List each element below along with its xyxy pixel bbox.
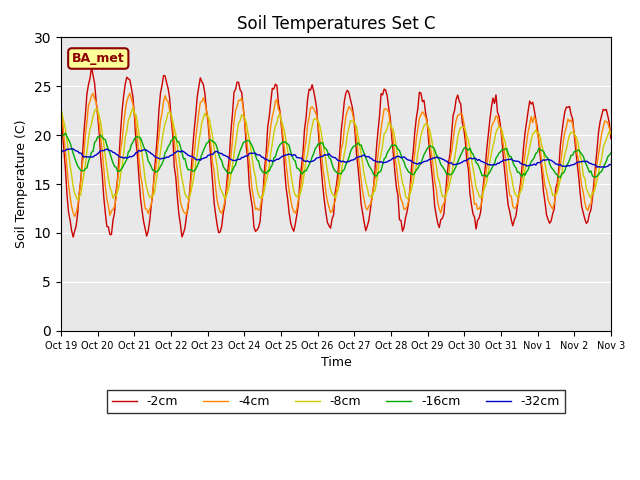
- -8cm: [243, 120, 250, 125]
- -2cm: [69, 234, 77, 240]
- -4cm: [579, 190, 587, 195]
- -8cm: [579, 173, 587, 179]
- -16cm: [299, 170, 307, 176]
- -16cm: [223, 168, 230, 174]
- -8cm: [74, 197, 81, 203]
- -4cm: [127, 96, 135, 102]
- -16cm: [557, 175, 564, 180]
- Legend: -2cm, -4cm, -8cm, -16cm, -32cm: -2cm, -4cm, -8cm, -16cm, -32cm: [107, 390, 565, 413]
- -4cm: [243, 132, 250, 138]
- -2cm: [127, 85, 135, 91]
- -4cm: [57, 105, 65, 110]
- -32cm: [126, 154, 134, 159]
- -32cm: [68, 146, 76, 152]
- -16cm: [61, 131, 69, 136]
- -16cm: [57, 134, 65, 140]
- Line: -2cm: -2cm: [61, 68, 611, 237]
- Text: BA_met: BA_met: [72, 52, 125, 65]
- -8cm: [126, 114, 134, 120]
- -8cm: [57, 105, 65, 111]
- -4cm: [71, 214, 79, 219]
- Line: -32cm: -32cm: [61, 149, 611, 167]
- -4cm: [252, 206, 259, 212]
- Title: Soil Temperatures Set C: Soil Temperatures Set C: [237, 15, 435, 33]
- -32cm: [57, 150, 65, 156]
- Y-axis label: Soil Temperature (C): Soil Temperature (C): [15, 120, 28, 248]
- -32cm: [250, 150, 258, 156]
- -32cm: [578, 159, 586, 165]
- -4cm: [126, 90, 134, 96]
- -4cm: [224, 179, 232, 184]
- -2cm: [224, 168, 232, 173]
- -32cm: [241, 154, 248, 159]
- -16cm: [250, 148, 258, 154]
- Line: -4cm: -4cm: [61, 93, 611, 216]
- -32cm: [607, 162, 614, 168]
- -16cm: [579, 154, 587, 159]
- -32cm: [601, 164, 609, 170]
- -8cm: [252, 174, 259, 180]
- -4cm: [607, 132, 614, 137]
- -8cm: [301, 169, 308, 175]
- -4cm: [301, 147, 308, 153]
- -8cm: [129, 105, 137, 111]
- Line: -16cm: -16cm: [61, 133, 611, 178]
- -8cm: [224, 188, 232, 193]
- -2cm: [243, 144, 250, 149]
- -32cm: [223, 153, 230, 159]
- -8cm: [607, 130, 614, 136]
- -2cm: [88, 65, 95, 71]
- -32cm: [299, 157, 307, 163]
- -2cm: [57, 107, 65, 113]
- X-axis label: Time: Time: [321, 356, 351, 369]
- -2cm: [579, 210, 587, 216]
- -2cm: [301, 127, 308, 132]
- -16cm: [607, 150, 614, 156]
- -16cm: [126, 147, 134, 153]
- Line: -8cm: -8cm: [61, 108, 611, 200]
- -2cm: [252, 228, 259, 234]
- -2cm: [607, 136, 614, 142]
- -16cm: [241, 139, 248, 144]
